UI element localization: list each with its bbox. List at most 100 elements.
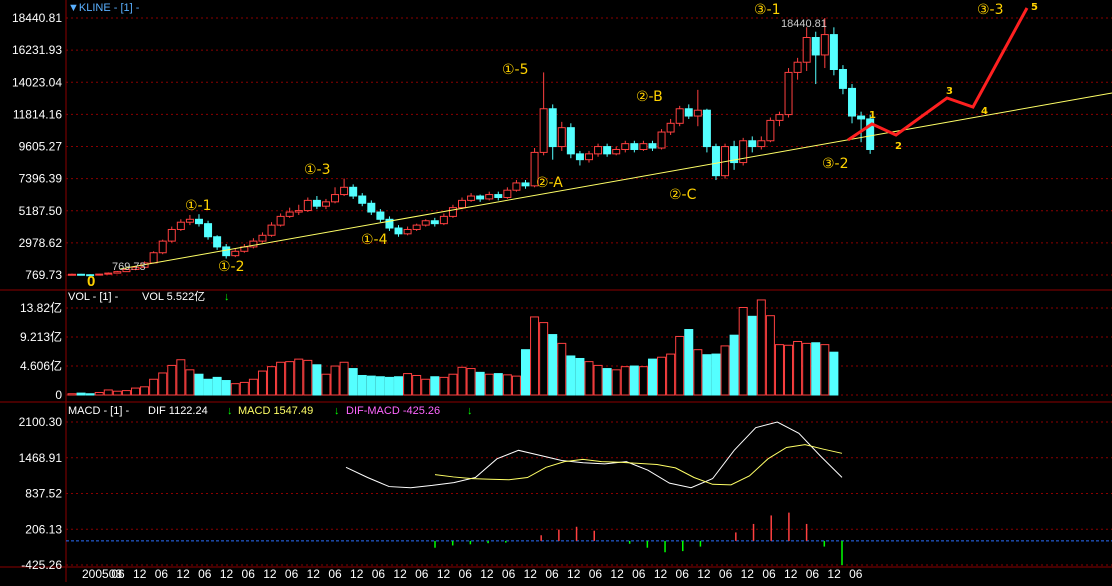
volume-bar (76, 392, 86, 396)
volume-bar (539, 322, 549, 396)
candle-body (421, 220, 430, 226)
x-axis-label: 12 (524, 567, 538, 581)
x-axis-label: 12 (784, 567, 798, 581)
wave-label: ①-5 (502, 62, 529, 78)
x-axis-label: 06 (285, 567, 299, 581)
volume-bar (729, 334, 739, 396)
candle-body (285, 211, 294, 217)
volume-bar (475, 371, 485, 396)
x-axis-label: 06 (242, 567, 256, 581)
candle-body (848, 87, 857, 117)
volume-bar (212, 376, 222, 396)
candle-body (693, 109, 702, 117)
candle-body (503, 189, 512, 198)
dif-line (345, 421, 843, 489)
candle-body (739, 140, 748, 164)
kline-y-tick: 18440.81 (12, 11, 62, 25)
candle-body (802, 37, 811, 63)
volume-bar (375, 376, 385, 396)
candle-body (521, 182, 530, 187)
x-axis-label: 06 (632, 567, 646, 581)
candle-body (294, 210, 303, 213)
candle-body (512, 182, 521, 191)
wave-label: ①-2 (218, 259, 245, 275)
kline-header[interactable]: ▼KLINE - [1] - (68, 2, 140, 14)
volume-bar (330, 365, 340, 396)
wave-label: ①-1 (185, 198, 212, 214)
candle-body (594, 146, 603, 155)
volume-bar (602, 368, 612, 396)
x-axis-label: 06 (806, 567, 820, 581)
vol-y-tick: 13.82亿 (20, 300, 62, 315)
candle-body (303, 199, 312, 212)
volume-bar (620, 366, 630, 396)
candle-body (539, 108, 548, 153)
candle-body (702, 109, 711, 148)
macd-header-name[interactable]: MACD - [1] - (68, 405, 129, 417)
x-axis-label: 12 (480, 567, 494, 581)
volume-bar (448, 373, 458, 396)
volume-bar (149, 378, 159, 396)
volume-bar (530, 316, 540, 396)
hist-arrow-icon: ↓ (467, 405, 473, 417)
candle-body (231, 250, 240, 257)
candle-body (748, 140, 757, 148)
volume-bar (239, 381, 249, 396)
vol-down-arrow-icon: ↓ (224, 291, 230, 303)
wave-label: ①-3 (304, 162, 331, 178)
kline-y-tick: 9605.27 (19, 140, 63, 154)
candle-body (639, 143, 648, 150)
kline-y-tick: 5187.50 (19, 204, 63, 218)
projection-point-label: 3 (946, 86, 953, 97)
x-axis-label: 06 (762, 567, 776, 581)
x-axis-label: 12 (697, 567, 711, 581)
x-axis-label: 12 (610, 567, 624, 581)
candle-body (612, 148, 621, 155)
candle-body (204, 223, 213, 238)
x-axis-label: 06 (459, 567, 473, 581)
support-trendline (119, 92, 1112, 270)
candle-body (575, 153, 584, 161)
volume-bar (176, 359, 186, 396)
volume-bar (557, 342, 567, 396)
volume-bar (412, 374, 422, 396)
macd-arrow-icon: ↓ (334, 405, 340, 417)
x-axis-label: 12 (133, 567, 147, 581)
volume-bar (285, 361, 295, 396)
dif-macd-value: DIF-MACD -425.26 (346, 405, 440, 417)
volume-bar (566, 355, 576, 396)
candle-body (258, 234, 267, 242)
macd-y-tick: 837.52 (25, 487, 62, 501)
wave-label: ①-4 (361, 232, 388, 248)
volume-bar (384, 376, 394, 396)
volume-bar (267, 366, 277, 396)
candle-body (630, 143, 639, 150)
x-axis-label: 06 (415, 567, 429, 581)
projection-point-label: 5 (1031, 2, 1038, 13)
volume-bar (248, 378, 258, 396)
candle-body (430, 220, 439, 225)
x-axis-label: 12 (741, 567, 755, 581)
x-axis-label: 12 (567, 567, 581, 581)
candle-body (548, 108, 557, 148)
candle-body (584, 153, 593, 161)
candle-body (412, 224, 421, 230)
candle-body (566, 127, 575, 155)
macd-dea-value: MACD 1547.49 (238, 405, 313, 417)
dea-line (434, 444, 843, 486)
volume-bar (121, 390, 131, 396)
macd-dif-value: DIF 1122.24 (148, 405, 208, 417)
candle-body (213, 236, 222, 248)
volume-bar (684, 329, 694, 396)
x-axis-label: 06 (328, 567, 342, 581)
volume-bar (802, 342, 812, 396)
candle-body (95, 273, 104, 276)
candle-body (485, 194, 494, 200)
candle-body (820, 34, 829, 56)
wave-labels: 1 2 3 4 5 ①-1 ①-2 ①-3 ①-4 ①-5 ②-A ②-B ②-C ③-1 ③-2 ③-3 (185, 2, 1038, 275)
vol-header-name[interactable]: VOL - [1] - (68, 291, 119, 303)
candle-body (149, 252, 158, 264)
